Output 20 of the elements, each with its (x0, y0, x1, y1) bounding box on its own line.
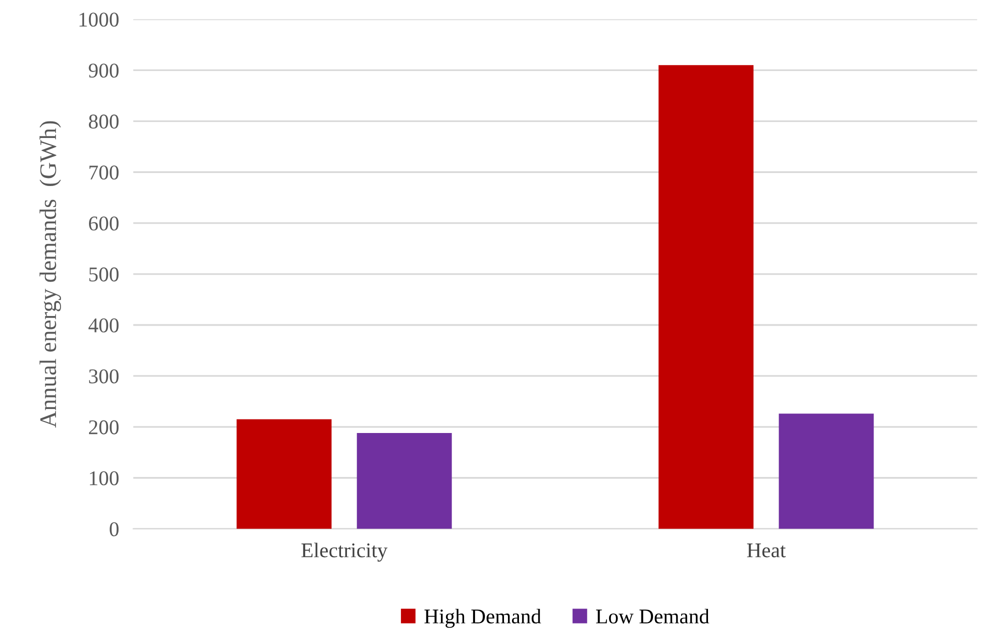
y-tick-label: 200 (89, 420, 119, 434)
bar (778, 414, 874, 529)
y-tick-label: 400 (88, 318, 119, 332)
y-tick-label: 1000 (80, 12, 119, 27)
y-axis-title: Annual energy demands (GWh) (40, 121, 62, 428)
y-tick-label: 100 (90, 471, 119, 486)
bar (658, 65, 754, 529)
x-tick-label: Heat (747, 544, 786, 558)
legend-label: High Demand (424, 608, 542, 628)
y-tick-label: 600 (89, 216, 119, 230)
y-tick-label: 500 (89, 267, 119, 282)
y-tick-label: 800 (88, 114, 119, 129)
y-tick-label: 300 (89, 369, 119, 384)
x-tick-label: Electricity (301, 542, 388, 562)
y-tick-label: 900 (88, 64, 119, 78)
y-tick-label: 0 (110, 522, 119, 536)
y-tick-label: 700 (89, 165, 119, 180)
bar (356, 433, 452, 529)
bar (236, 419, 332, 529)
legend-label: Low Demand (596, 608, 710, 624)
